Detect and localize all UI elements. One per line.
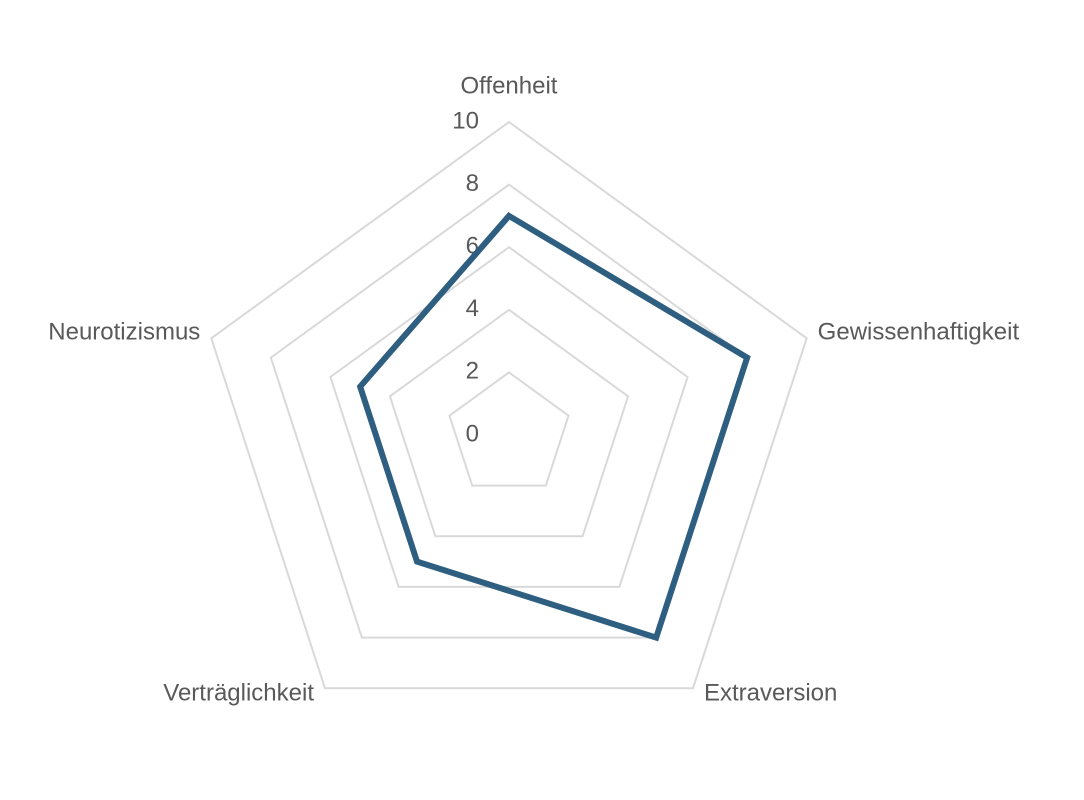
category-label: Verträglichkeit bbox=[163, 680, 314, 707]
grid-ring bbox=[210, 120, 808, 690]
r-tick-label: 0 bbox=[466, 420, 479, 447]
r-tick-label: 8 bbox=[466, 170, 479, 197]
category-label: Neurotizismus bbox=[48, 319, 200, 346]
grid-ring bbox=[329, 245, 689, 588]
category-label: Gewissenhaftigkeit bbox=[818, 319, 1020, 346]
r-tick-label: 4 bbox=[466, 295, 479, 322]
grid-ring bbox=[388, 308, 630, 538]
r-tick-label: 10 bbox=[452, 107, 479, 134]
series-line bbox=[356, 212, 751, 642]
category-label: Extraversion bbox=[704, 680, 837, 707]
grid-ring bbox=[269, 183, 749, 639]
grid-ring bbox=[448, 371, 570, 487]
r-tick-label: 2 bbox=[466, 358, 479, 385]
category-label: Offenheit bbox=[461, 72, 558, 99]
